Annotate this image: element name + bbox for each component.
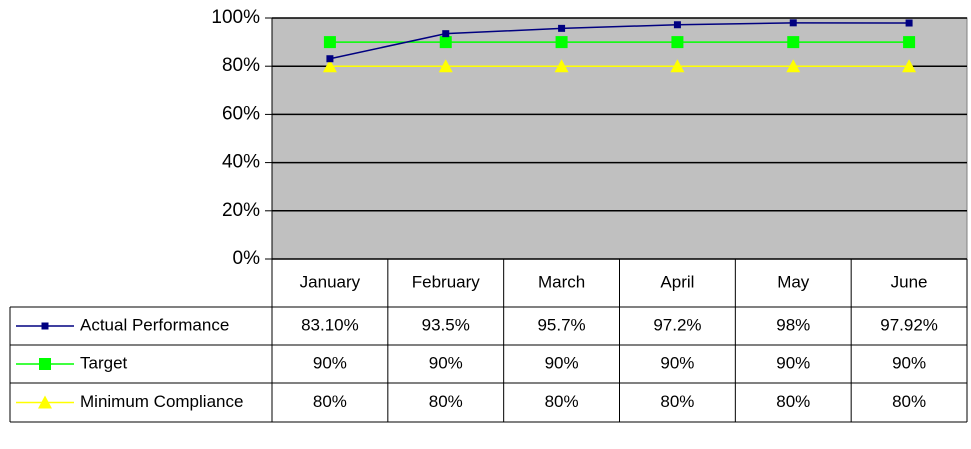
y-tick-label: 0%	[233, 248, 261, 269]
marker	[671, 36, 684, 49]
data-label: 90%	[313, 353, 347, 372]
data-label: 97.92%	[880, 315, 938, 334]
marker	[39, 358, 51, 370]
data-label: 90%	[660, 353, 694, 372]
legend-label: Target	[80, 353, 128, 372]
legend-label: Actual Performance	[80, 315, 229, 334]
y-tick-label: 100%	[211, 7, 260, 28]
x-tick-label: June	[891, 272, 928, 291]
data-label: 80%	[429, 392, 463, 411]
y-tick-label: 40%	[222, 152, 260, 173]
data-label: 98%	[776, 315, 810, 334]
data-label: 80%	[313, 392, 347, 411]
marker	[555, 36, 568, 49]
data-label: 90%	[429, 353, 463, 372]
marker	[787, 36, 800, 49]
marker	[438, 59, 453, 73]
marker	[326, 55, 334, 63]
marker	[554, 59, 569, 73]
x-tick-label: March	[538, 272, 585, 291]
y-tick-label: 20%	[222, 200, 260, 221]
y-tick-label: 60%	[222, 103, 260, 124]
marker	[41, 322, 49, 330]
marker	[558, 24, 566, 32]
legend-label: Minimum Compliance	[80, 392, 243, 411]
y-tick-label: 80%	[222, 55, 260, 76]
series-line	[329, 22, 910, 60]
marker	[789, 19, 797, 27]
marker	[439, 36, 452, 49]
marker	[903, 36, 916, 49]
x-tick-label: May	[777, 272, 810, 291]
data-label: 90%	[545, 353, 579, 372]
data-label: 80%	[660, 392, 694, 411]
x-tick-label: January	[300, 272, 361, 291]
data-label: 80%	[892, 392, 926, 411]
marker	[786, 59, 801, 73]
marker	[905, 19, 913, 27]
plot-area	[271, 17, 968, 260]
x-tick-label: February	[412, 272, 481, 291]
data-label: 97.2%	[653, 315, 701, 334]
data-label: 83.10%	[301, 315, 359, 334]
data-label: 90%	[776, 353, 810, 372]
marker	[322, 59, 337, 73]
marker	[323, 36, 336, 49]
data-label: 90%	[892, 353, 926, 372]
data-label: 93.5%	[422, 315, 470, 334]
data-label: 80%	[776, 392, 810, 411]
data-label: 80%	[545, 392, 579, 411]
marker	[902, 59, 917, 73]
marker	[673, 21, 681, 29]
marker	[670, 59, 685, 73]
marker	[442, 30, 450, 38]
x-tick-label: April	[660, 272, 694, 291]
data-label: 95.7%	[537, 315, 585, 334]
marker	[38, 395, 52, 409]
